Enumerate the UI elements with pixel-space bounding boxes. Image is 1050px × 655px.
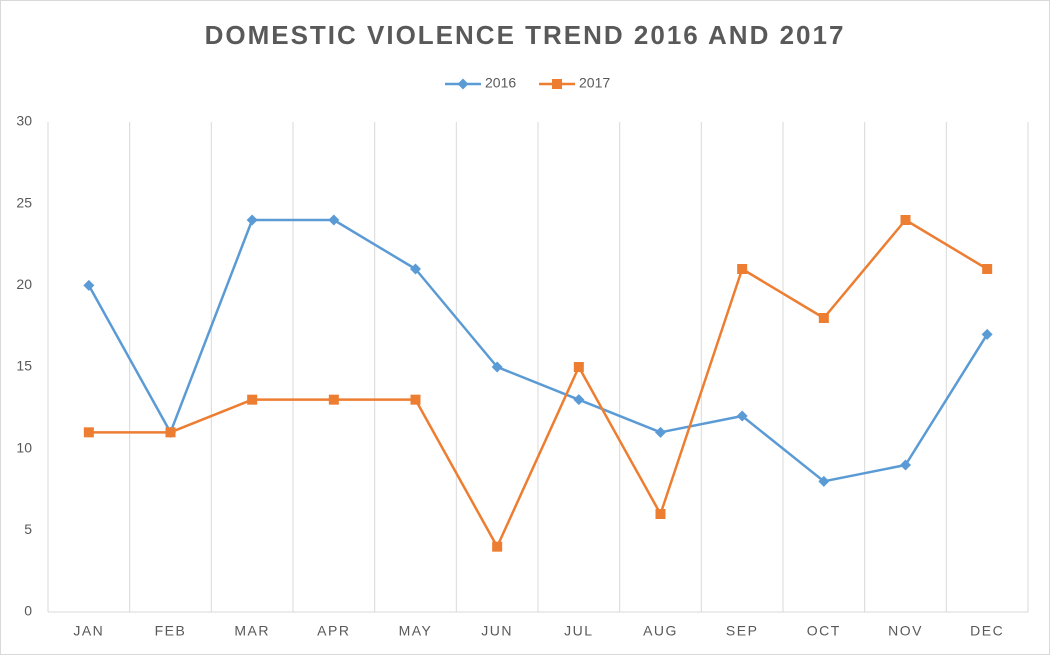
marker [573,394,585,406]
marker [328,214,340,226]
series-line [88,218,988,548]
marker [552,79,562,89]
x-tick-label: AUG [643,623,678,639]
y-tick-label: 25 [16,194,32,210]
marker [410,263,421,275]
x-tick-label: JUN [481,623,513,639]
x-tick-label: DEC [970,623,1004,639]
marker [165,427,176,438]
x-tick-label: MAY [399,623,433,639]
y-tick-label: 0 [24,603,32,619]
x-tick-label: OCT [807,623,841,639]
marker [457,78,469,90]
marker [83,427,94,438]
plot [83,214,993,552]
x-tick-label: SEP [726,623,759,639]
y-tick-label: 20 [16,276,32,292]
x-tick-label: MAR [234,623,270,639]
x-tick-label: JUL [564,623,593,639]
legend-label: 2016 [485,75,516,91]
marker [737,264,748,274]
series-line [87,218,989,483]
y-tick-label: 5 [24,521,32,537]
marker [83,279,95,291]
x-tick-label: NOV [888,623,923,639]
grid [47,122,1029,613]
marker [900,215,911,225]
marker [491,361,503,373]
chart-title: DOMESTIC VIOLENCE TREND 2016 AND 2017 [205,20,846,50]
marker [655,426,666,438]
y-tick-label: 30 [16,113,32,129]
marker [410,394,421,405]
x-tick-label: FEB [155,623,187,639]
marker [492,541,503,552]
marker [736,410,748,422]
marker [818,475,830,487]
y-tick-label: 15 [16,358,32,374]
y-tick-label: 10 [16,439,32,455]
marker [982,264,993,274]
marker [573,362,584,372]
x-tick-label: APR [317,623,350,639]
legend-label: 2017 [579,75,610,91]
marker [247,394,258,405]
marker [818,313,829,323]
marker [655,509,666,519]
marker [246,214,258,226]
x-tick-label: JAN [73,623,104,639]
marker [328,394,339,405]
marker [981,328,993,340]
legend: 2016 2017 [445,75,610,91]
marker [900,459,911,471]
